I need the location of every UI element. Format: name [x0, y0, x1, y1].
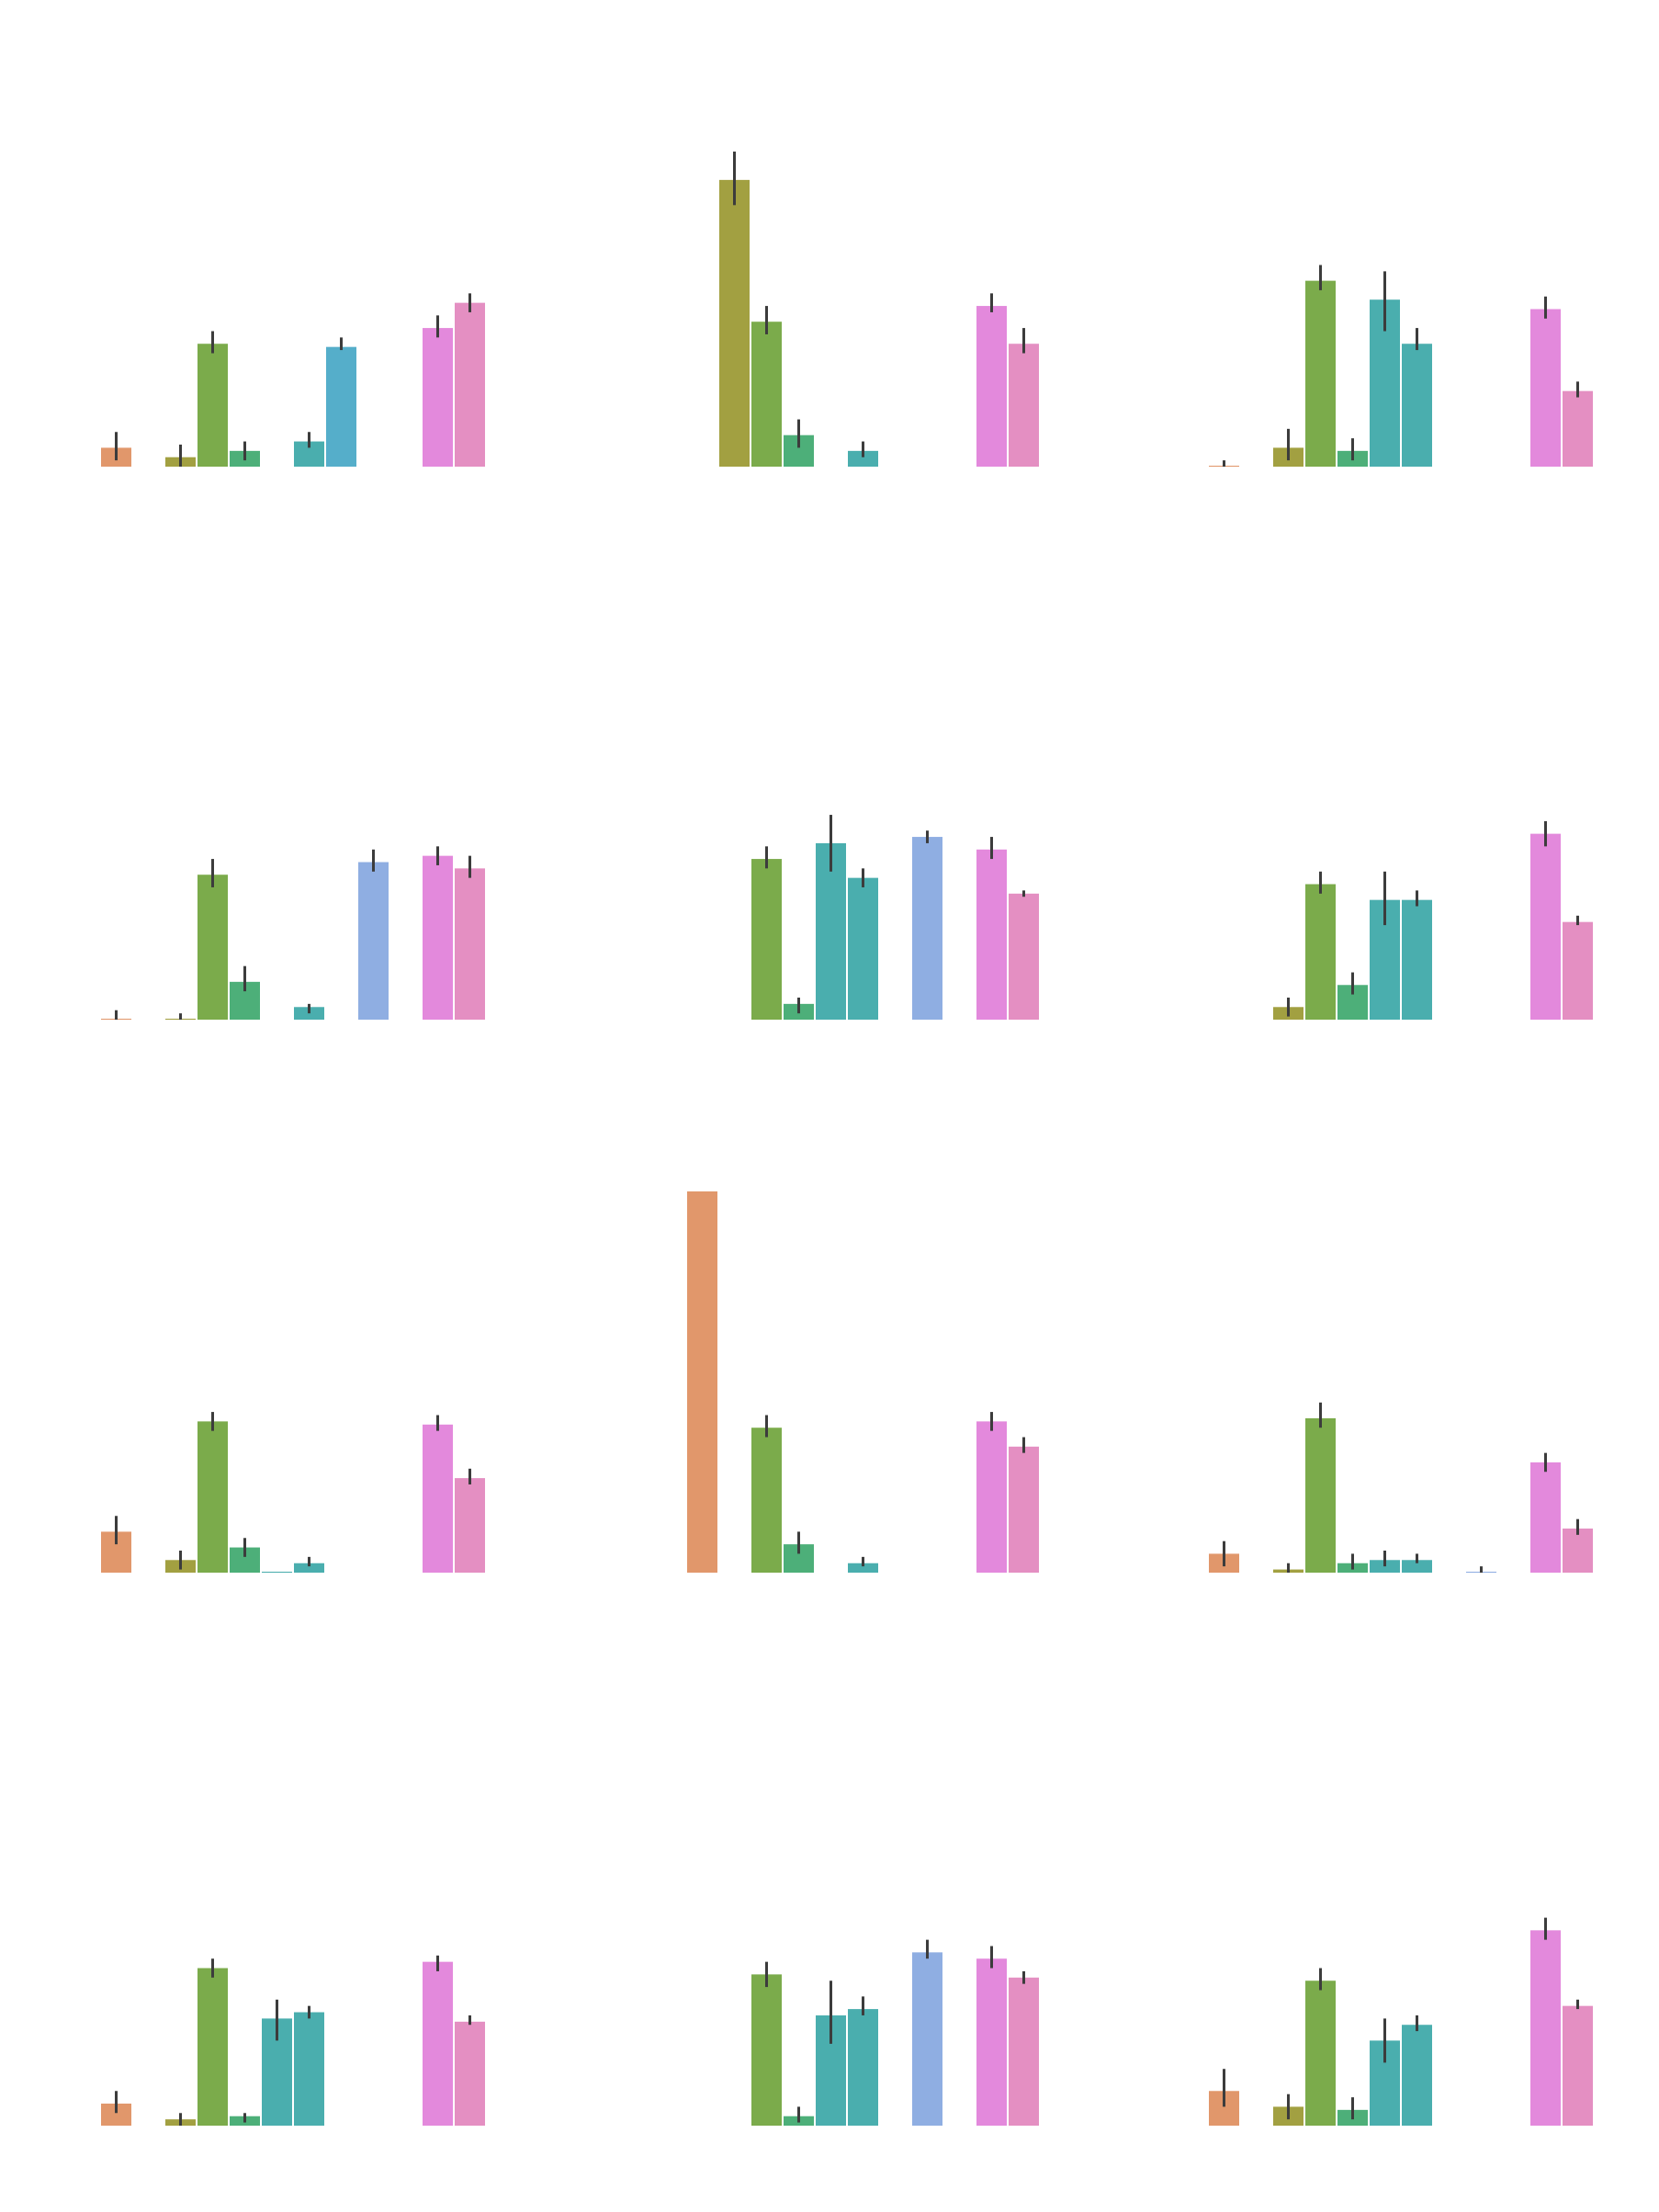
bar: [262, 1571, 292, 1573]
panel-row4-col2: [751, 1939, 1039, 2126]
bar: [1009, 893, 1039, 1020]
bar: [751, 1428, 782, 1573]
bar: [912, 837, 942, 1020]
bar: [1530, 1930, 1561, 2126]
bar: [1402, 899, 1432, 1020]
bar: [1402, 344, 1432, 467]
bar: [848, 1563, 878, 1573]
panel-row4-col3: [1209, 1917, 1593, 2126]
bar: [1530, 1462, 1561, 1573]
panel-row2-col1: [101, 846, 485, 1020]
bar: [751, 1974, 782, 2126]
bar: [816, 842, 846, 1020]
bar: [1402, 1560, 1432, 1573]
panel-row1-col1: [101, 293, 485, 467]
bar: [423, 328, 453, 467]
bar: [1009, 344, 1039, 467]
bar: [1563, 2005, 1593, 2126]
bar: [1009, 1977, 1039, 2126]
bar: [1563, 1528, 1593, 1573]
panel-row3-col2: [687, 1191, 1039, 1573]
bar: [1305, 1417, 1336, 1573]
bar: [751, 859, 782, 1020]
bar: [423, 1961, 453, 2126]
bar: [455, 302, 485, 467]
bar: [326, 346, 356, 467]
bar: [455, 1478, 485, 1573]
bar: [1305, 1981, 1336, 2126]
bar: [848, 2009, 878, 2126]
bar: [294, 2012, 324, 2126]
bar: [198, 344, 228, 467]
panel-row2-col2: [751, 815, 1039, 1020]
panel-row3-col1: [101, 1412, 485, 1573]
panel-row1-col2: [719, 152, 1039, 467]
panel-row3-col3: [1209, 1402, 1593, 1573]
bar: [1530, 309, 1561, 467]
bar: [848, 450, 878, 467]
bar: [1563, 921, 1593, 1020]
bar: [455, 2021, 485, 2126]
bar: [1009, 1446, 1039, 1573]
bar: [198, 1421, 228, 1573]
bar: [198, 875, 228, 1020]
bar: [976, 1958, 1007, 2126]
bar: [198, 1968, 228, 2126]
bar: [719, 179, 750, 467]
bar: [1402, 2025, 1432, 2126]
bar: [687, 1191, 717, 1573]
bar: [976, 849, 1007, 1020]
panel-row2-col3: [1273, 820, 1593, 1020]
bar: [423, 855, 453, 1020]
bar: [1305, 884, 1336, 1020]
panel-row1-col3: [1209, 265, 1593, 467]
bar: [1305, 280, 1336, 467]
bar: [1563, 390, 1593, 467]
panel-row4-col1: [101, 1955, 485, 2126]
bar: [1530, 833, 1561, 1020]
bar: [358, 862, 389, 1020]
bar: [751, 322, 782, 467]
bar: [423, 1424, 453, 1573]
bar: [976, 306, 1007, 467]
bar: [848, 877, 878, 1020]
bar: [455, 868, 485, 1020]
bar: [294, 1563, 324, 1573]
bar: [976, 1421, 1007, 1573]
bar: [912, 1952, 942, 2126]
